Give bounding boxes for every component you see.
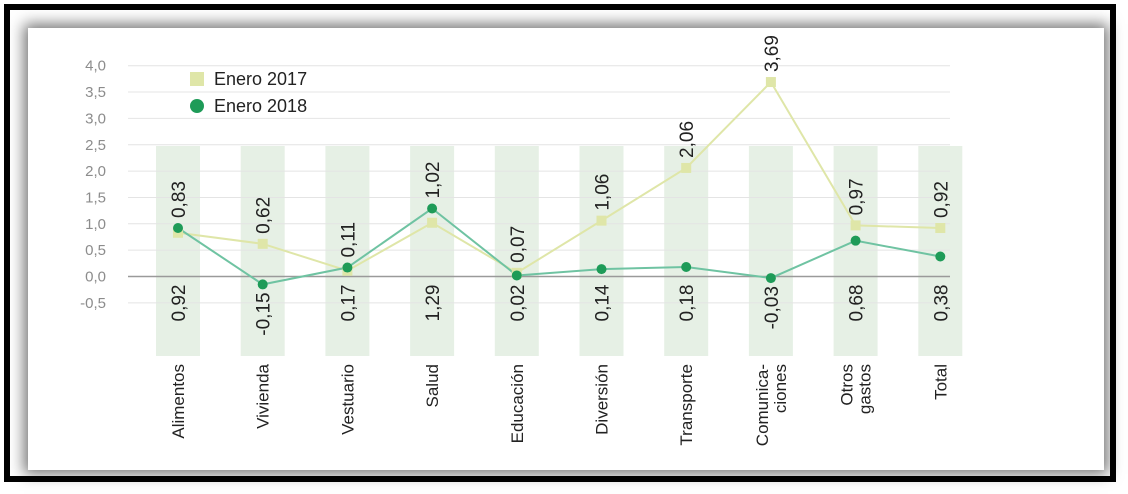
- data-label-2017: 0,07: [508, 226, 529, 263]
- legend-swatch-2017: [190, 72, 204, 86]
- category-label: Diversión: [593, 364, 612, 435]
- point-2017: [850, 220, 861, 231]
- category-band: [579, 146, 624, 356]
- point-2018: [173, 223, 183, 234]
- data-label-2018: 0,92: [169, 285, 190, 322]
- data-label-2018: 0,18: [677, 285, 698, 322]
- category-band: [748, 146, 793, 356]
- point-2017: [935, 223, 946, 234]
- point-2017: [427, 217, 438, 228]
- point-2018: [427, 203, 438, 214]
- legend-swatch-2018: [190, 99, 204, 113]
- series-line-2017: [177, 80, 941, 274]
- y-tick-label: 2,5: [85, 137, 106, 154]
- data-label-2017: 1,06: [593, 174, 614, 211]
- y-tick-label: 1,0: [85, 216, 106, 233]
- category-band: [156, 146, 200, 356]
- data-label-2018: 1,29: [423, 285, 444, 322]
- y-tick-label: -0,5: [80, 295, 106, 312]
- category-band: [240, 146, 285, 356]
- point-2017: [765, 77, 776, 88]
- category-label: Salud: [423, 364, 442, 407]
- data-label-2018: 0,17: [338, 285, 359, 322]
- point-2017: [257, 238, 268, 249]
- legend-label-2018: Enero 2018: [214, 96, 307, 116]
- category-band: [410, 146, 455, 356]
- category-label: Educación: [508, 364, 527, 443]
- chart-panel: 4,0 3,5 3,0 2,5 2,0 1,5 1,0 0,5 0,0 -0,5 0,83 0,62 0…: [28, 28, 1104, 470]
- category-label: Vestuario: [338, 364, 357, 435]
- series-line-2018: [177, 207, 941, 286]
- category-band: [918, 146, 963, 356]
- point-2018: [935, 251, 946, 262]
- outer-frame: 4,0 3,5 3,0 2,5 2,0 1,5 1,0 0,5 0,0 -0,5 0,83 0,62 0…: [4, 4, 1116, 482]
- point-2018: [681, 262, 692, 273]
- y-tick-label: 2,0: [85, 163, 106, 180]
- y-tick-label: 3,5: [85, 84, 106, 101]
- category-label: Otrosgastos: [838, 364, 875, 414]
- category-label: Total: [931, 364, 950, 400]
- data-label-2017: 0,62: [254, 197, 275, 234]
- data-label-2017: 0,97: [847, 178, 868, 215]
- point-2018: [342, 262, 353, 273]
- category-band: [325, 146, 370, 356]
- category-label: Transporte: [677, 364, 696, 446]
- data-label-2017: 3,69: [762, 35, 783, 72]
- data-label-2017: 0,83: [169, 181, 190, 218]
- point-2018: [596, 264, 607, 275]
- point-2018: [257, 279, 268, 290]
- y-tick-label: 4,0: [85, 58, 106, 75]
- y-tick-label: 0,0: [85, 269, 106, 286]
- data-label-2017: 2,06: [677, 121, 698, 158]
- category-label: Comunica-ciones: [753, 364, 790, 446]
- legend-label-2017: Enero 2017: [214, 69, 307, 89]
- data-label-2018: -0,03: [762, 286, 783, 329]
- data-label-2018: 0,02: [508, 285, 529, 322]
- data-label-2018: 0,14: [593, 284, 614, 321]
- y-tick-label: 1,5: [85, 189, 106, 206]
- y-tick-label: 3,0: [85, 110, 106, 127]
- line-chart: 4,0 3,5 3,0 2,5 2,0 1,5 1,0 0,5 0,0 -0,5 0,83 0,62 0…: [80, 35, 963, 446]
- category-band: [494, 146, 539, 356]
- category-band: [664, 146, 709, 356]
- category-label: Vivienda: [254, 363, 273, 428]
- point-2018: [850, 235, 861, 246]
- point-2018: [511, 270, 522, 281]
- data-label-2018: 0,38: [931, 285, 952, 322]
- category-band: [833, 146, 878, 356]
- y-tick-label: 0,5: [85, 242, 106, 259]
- data-label-2017: 0,92: [931, 181, 952, 218]
- point-2018: [765, 273, 776, 284]
- point-2017: [681, 162, 692, 173]
- category-label: Alimentos: [169, 364, 188, 439]
- data-label-2017: 1,02: [423, 162, 444, 199]
- data-label-2017: 0,11: [338, 222, 359, 258]
- point-2017: [596, 215, 607, 226]
- data-label-2018: -0,15: [254, 292, 275, 335]
- data-label-2018: 0,68: [847, 285, 868, 322]
